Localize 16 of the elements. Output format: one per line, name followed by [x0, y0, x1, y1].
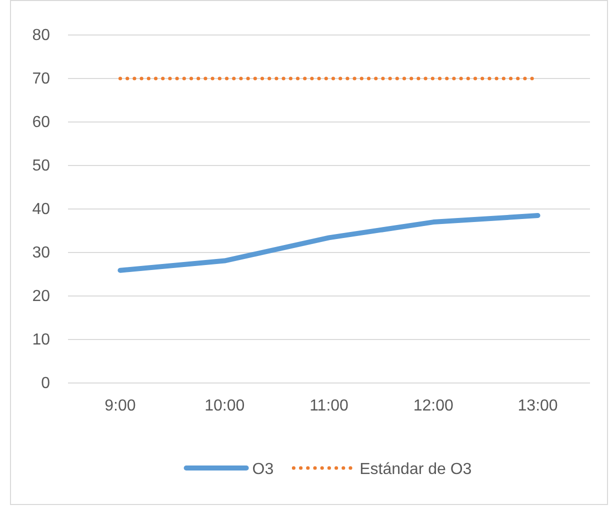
- y-tick-label: 60: [32, 114, 50, 132]
- legend-label: O3: [252, 461, 274, 478]
- x-tick-label: 13:00: [518, 397, 558, 414]
- y-tick-label: 50: [32, 158, 50, 175]
- y-tick-label: 40: [32, 201, 50, 218]
- y-tick-label: 20: [32, 288, 50, 306]
- x-tick-label: 9:00: [104, 397, 136, 414]
- y-tick-label: 0: [41, 375, 50, 392]
- y-tick-label: 80: [32, 27, 50, 44]
- y-tick-label: 70: [32, 70, 50, 88]
- x-tick-label: 12:00: [413, 397, 454, 414]
- x-tick-label: 11:00: [310, 397, 349, 414]
- x-tick-label: 10:00: [204, 397, 245, 414]
- y-tick-label: 10: [32, 332, 50, 349]
- legend-label: Estándar de O3: [360, 461, 472, 478]
- y-tick-label: 30: [32, 244, 50, 262]
